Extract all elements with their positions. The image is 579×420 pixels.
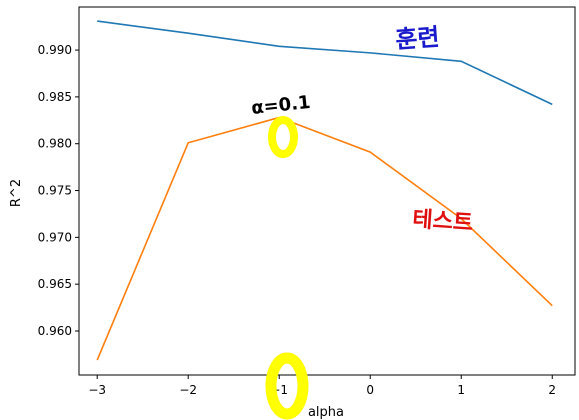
y-tick-label: 0.960 xyxy=(38,324,72,338)
test-series-line xyxy=(96,116,553,361)
y-tick-label: 0.980 xyxy=(38,137,72,151)
highlight-zero-lower xyxy=(265,352,309,420)
y-tick-label: 0.985 xyxy=(38,90,72,104)
x-tick-label: −3 xyxy=(88,383,106,397)
plot-area xyxy=(78,6,576,376)
x-tick-label: 1 xyxy=(457,383,465,397)
x-axis-ticks: −3 −2 −1 0 1 2 xyxy=(88,375,556,397)
x-tick-label: 0 xyxy=(366,383,374,397)
x-axis-label: alpha xyxy=(308,405,344,420)
x-tick-label: 2 xyxy=(548,383,556,397)
train-annotation: 훈련 xyxy=(394,23,440,54)
train-series-line xyxy=(97,20,553,106)
highlight-zero-upper xyxy=(268,116,298,158)
x-tick-label: −2 xyxy=(179,383,197,397)
y-tick-label: 0.975 xyxy=(38,184,72,198)
y-tick-label: 0.965 xyxy=(38,277,72,291)
y-axis-label: R^2 xyxy=(9,179,24,207)
y-tick-label: 0.970 xyxy=(38,230,72,244)
y-axis-ticks: 0.960 0.965 0.970 0.975 0.980 0.985 0.990 xyxy=(38,43,79,338)
test-annotation: 테스트 xyxy=(412,207,474,236)
series-layer xyxy=(96,20,553,361)
y-tick-label: 0.990 xyxy=(38,43,72,57)
